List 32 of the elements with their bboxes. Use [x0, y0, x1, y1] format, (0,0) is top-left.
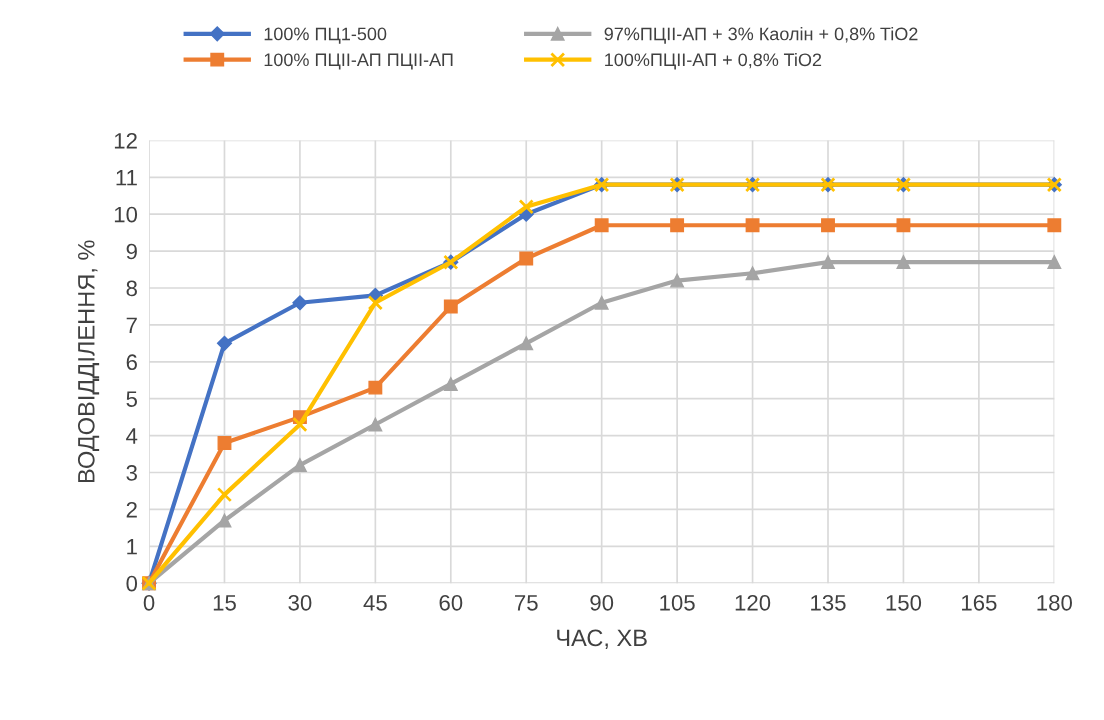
- legend-label: 100% ПЦ1-500: [264, 27, 387, 44]
- legend-label: 100% ПЦІІ-АП ПЦІІ-АП: [264, 53, 453, 70]
- y-tick-label: 12: [114, 132, 137, 149]
- y-tick-label: 5: [126, 391, 137, 407]
- x-tick-label: 15: [213, 595, 236, 611]
- x-tick-label: 75: [515, 595, 538, 611]
- y-tick-label: 9: [126, 243, 137, 260]
- legend-label: 100%ПЦІІ-АП + 0,8% TiO2: [605, 52, 822, 70]
- x-tick-label: 30: [288, 594, 312, 611]
- y-tick-label: 10: [114, 206, 138, 223]
- y-tick-label: 1: [127, 539, 137, 555]
- x-tick-label: 165: [962, 594, 997, 611]
- y-tick-label: 4: [126, 428, 138, 444]
- y-tick-label: 8: [126, 280, 137, 297]
- y-tick-label: 2: [126, 501, 137, 518]
- x-tick-label: 0: [143, 594, 155, 611]
- x-tick-label: 135: [811, 594, 846, 611]
- y-tick-label: 3: [126, 465, 137, 481]
- x-tick-label: 90: [590, 594, 614, 611]
- y-tick-label: 11: [116, 170, 137, 186]
- y-tick-label: 7: [126, 317, 137, 333]
- x-tick-label: 105: [660, 594, 695, 611]
- x-tick-label: 45: [363, 595, 387, 611]
- x-tick-label: 180: [1037, 594, 1072, 611]
- x-tick-label: 150: [886, 594, 922, 611]
- x-tick-label: 60: [439, 594, 463, 611]
- x-axis-title: ЧАС, ХВ: [557, 629, 647, 650]
- y-tick-label: 0: [126, 575, 138, 592]
- y-axis-title: ВОДОВІДДІЛЕННЯ, %: [77, 240, 100, 483]
- legend-label: 97%ПЦІІ-АП + 3% Каолін + 0,8% TiO2: [604, 27, 918, 44]
- y-tick-label: 6: [126, 354, 137, 371]
- x-tick-label: 120: [735, 594, 771, 611]
